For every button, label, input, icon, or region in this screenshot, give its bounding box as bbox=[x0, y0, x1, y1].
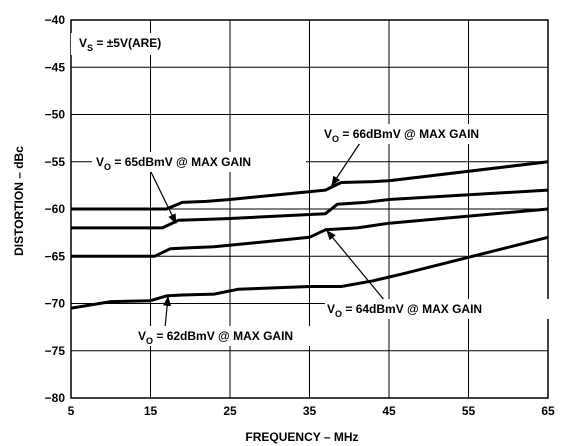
condition-box-bg bbox=[71, 33, 195, 55]
annotation-62: VO = 62dBmV @ MAX GAIN bbox=[138, 329, 293, 346]
x-tick-label: 15 bbox=[144, 404, 158, 418]
y-tick-labels: −40 −45 −50 −55 −60 −65 −70 −75 −80 bbox=[45, 13, 66, 405]
x-tick-label: 25 bbox=[223, 404, 237, 418]
y-tick-label: −75 bbox=[45, 344, 66, 358]
annotation-64-bg bbox=[325, 299, 550, 319]
y-tick-label: −50 bbox=[45, 108, 66, 122]
series-line-4 bbox=[70, 235, 549, 310]
x-tick-label: 65 bbox=[541, 404, 555, 418]
x-tick-label: 35 bbox=[303, 404, 317, 418]
series-line-2 bbox=[71, 188, 549, 230]
annotation-62-bg bbox=[136, 326, 346, 346]
y-tick-label: −65 bbox=[45, 249, 66, 263]
annotation-65-bg bbox=[92, 152, 306, 172]
x-tick-labels: 5 15 25 35 45 55 65 bbox=[68, 404, 555, 418]
x-tick-label: 55 bbox=[462, 404, 476, 418]
arrow-66 bbox=[331, 142, 361, 187]
plot-frame bbox=[70, 19, 549, 399]
y-tick-label: −40 bbox=[45, 13, 66, 27]
annotation-66: VO = 66dBmV @ MAX GAIN bbox=[324, 127, 479, 144]
y-tick-label: −70 bbox=[45, 297, 66, 311]
y-tick-label: −60 bbox=[45, 202, 66, 216]
arrow-64 bbox=[326, 229, 386, 302]
y-axis-title: DISTORTION – dBc bbox=[12, 146, 26, 256]
arrow-62 bbox=[163, 295, 172, 329]
y-tick-label: −45 bbox=[45, 60, 66, 74]
condition-label: VS = ±5V(ARE) bbox=[79, 36, 161, 53]
x-tick-label: 45 bbox=[382, 404, 396, 418]
y-tick-label: −80 bbox=[45, 391, 66, 405]
annotation-66-bg bbox=[322, 124, 530, 144]
series-lines bbox=[70, 160, 549, 310]
annotation-arrows bbox=[149, 142, 386, 329]
annotation-65: VO = 65dBmV @ MAX GAIN bbox=[96, 155, 251, 172]
series-line-3 bbox=[71, 207, 549, 258]
arrow-65 bbox=[149, 169, 177, 225]
annotation-64: VO = 64dBmV @ MAX GAIN bbox=[327, 302, 482, 319]
x-axis-title: FREQUENCY – MHz bbox=[245, 430, 358, 444]
series-line-1 bbox=[71, 160, 549, 211]
x-tick-label: 5 bbox=[68, 404, 75, 418]
y-tick-label: −55 bbox=[45, 155, 66, 169]
